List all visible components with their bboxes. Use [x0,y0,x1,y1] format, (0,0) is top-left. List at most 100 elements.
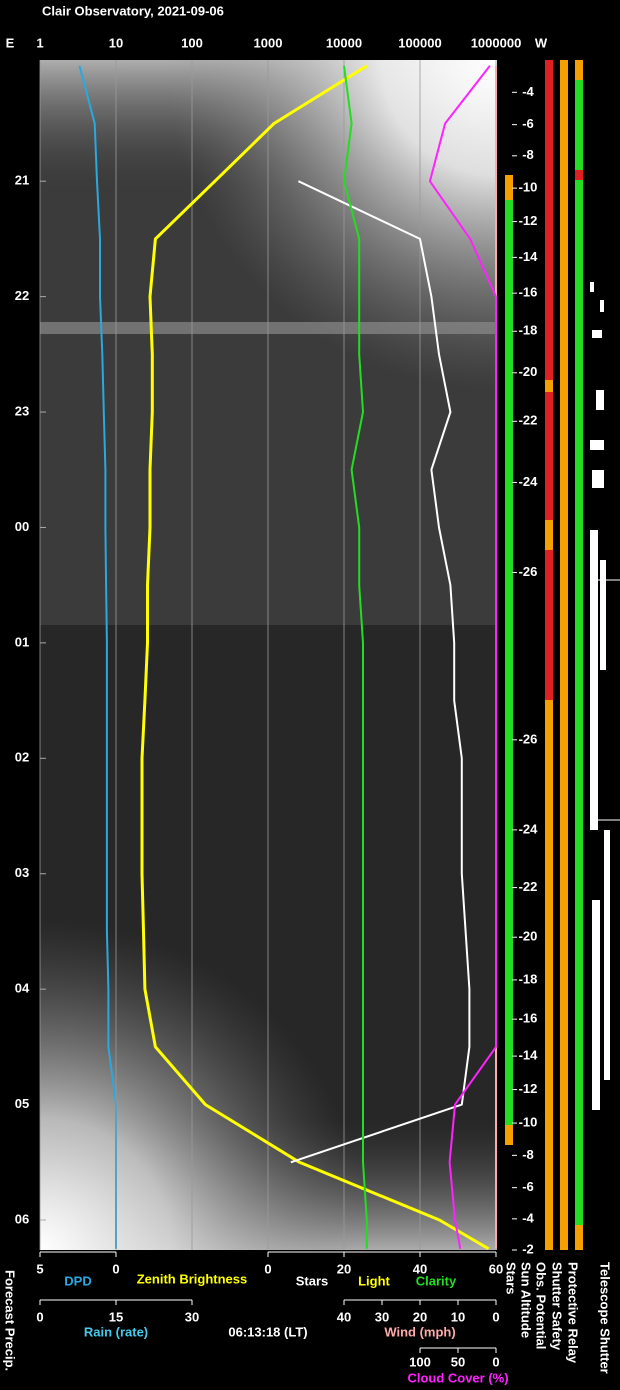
x-tick-label: 0 [36,1309,43,1324]
west-label: W [535,35,548,50]
status-bar [560,60,568,1250]
status-bar [505,1125,513,1145]
sun-altitude-label: -12 [519,213,538,228]
status-bar [505,200,513,1125]
status-bar [592,900,600,1110]
status-bar [590,440,604,450]
status-bar [596,390,604,410]
y-tick-label: 02 [15,750,29,765]
sun-altitude-label: -14 [519,249,539,264]
side-label: Forecast Precip. [3,1270,18,1371]
sun-altitude-label: -24 [519,474,539,489]
status-label: Sun Altitude [519,1262,534,1338]
x-tick-label: 40 [413,1261,427,1276]
x-tick-label: 30 [185,1309,199,1324]
status-bar [545,380,553,392]
time-label: 06:13:18 (LT) [228,1324,307,1339]
x-tick-label: 30 [375,1309,389,1324]
sun-altitude-label: -16 [519,1011,538,1026]
x-tick-label: 60 [489,1261,503,1276]
chart-title: Clair Observatory, 2021-09-06 [42,3,224,18]
status-bar [575,170,583,180]
x-tick-label: 1 [36,35,43,50]
y-tick-label: 01 [15,634,29,649]
sun-altitude-label: -18 [519,323,538,338]
x-tick-label: 0 [492,1309,499,1324]
status-label: Telescope Shutter [598,1262,613,1374]
status-bar [575,180,583,1225]
x-tick-label: 0 [264,1261,271,1276]
y-tick-label: 00 [15,519,29,534]
status-bar [600,300,604,312]
y-tick-label: 06 [15,1211,29,1226]
series-line [78,65,117,1249]
x-tick-label: 15 [109,1309,123,1324]
sun-altitude-label: -4 [522,84,534,99]
sun-altitude-label: -4 [522,1210,534,1225]
sun-altitude-label: -22 [519,879,538,894]
status-bar [505,175,513,200]
legend-label: Rain (rate) [84,1324,148,1339]
status-bar [592,330,602,338]
status-bar [575,1225,583,1250]
x-tick-label: 40 [337,1309,351,1324]
y-tick-label: 21 [15,173,29,188]
sun-altitude-label: -8 [522,1147,534,1162]
sun-altitude-label: -6 [522,116,534,131]
sun-altitude-label: -10 [519,1114,538,1129]
x-tick-label: 100 [181,35,203,50]
status-bar [590,530,598,830]
status-bar [545,700,553,1250]
status-label: Stars [504,1262,519,1295]
status-bar [604,830,610,1080]
sun-altitude-label: -16 [519,285,538,300]
legend-label: Cloud Cover (%) [407,1370,508,1385]
sun-altitude-label: -8 [522,147,534,162]
sun-altitude-label: -14 [519,1048,539,1063]
series-line [343,65,368,1249]
legend-label: Zenith Brightness [137,1271,248,1286]
x-tick-label: 0 [492,1354,499,1369]
legend-label: DPD [64,1273,91,1288]
legend-label: Wind (mph) [384,1324,455,1339]
status-bar [575,80,583,170]
sun-altitude-label: -20 [519,929,538,944]
y-tick-label: 05 [15,1096,29,1111]
legend-label: Stars [296,1273,329,1288]
y-tick-label: 03 [15,865,29,880]
sun-altitude-label: -2 [522,1241,534,1256]
status-label: Protective Relay [566,1262,581,1364]
y-tick-label: 23 [15,403,29,418]
sun-altitude-label: -26 [519,564,538,579]
sun-altitude-label: -20 [519,364,538,379]
status-label: Obs. Potential [534,1262,549,1349]
x-tick-label: 1000 [254,35,283,50]
x-tick-label: 20 [337,1261,351,1276]
legend-label: Light [358,1273,390,1288]
x-tick-label: 1000000 [471,35,522,50]
sun-altitude-label: -18 [519,971,538,986]
status-bar [505,60,513,175]
status-bar [592,470,604,488]
x-tick-label: 10 [451,1309,465,1324]
east-label: E [6,35,15,50]
status-bar [575,60,583,80]
status-bars [505,60,610,1250]
x-tick-label: 20 [413,1309,427,1324]
x-tick-label: 10000 [326,35,362,50]
sun-altitude-label: -26 [519,731,538,746]
status-bar [590,282,594,292]
sun-altitude-label: -22 [519,413,538,428]
legend-label: Clarity [416,1273,457,1288]
sun-altitude-label: -12 [519,1081,538,1096]
y-tick-label: 22 [15,288,29,303]
series-line [290,180,471,1164]
sun-altitude-label: -10 [519,180,538,195]
x-tick-label: 100 [409,1354,431,1369]
sun-altitude-label: -6 [522,1179,534,1194]
status-bar [545,520,553,550]
series-line [140,64,490,1251]
series-line [428,65,497,1249]
